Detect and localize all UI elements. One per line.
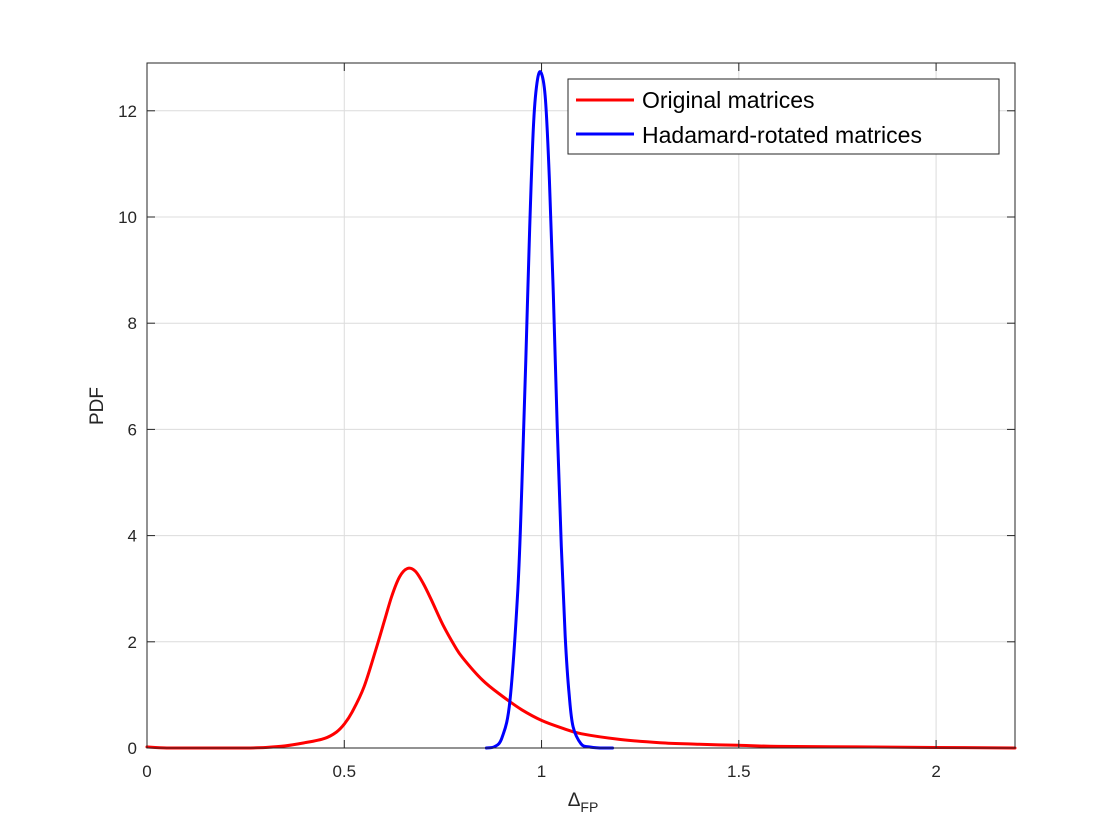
y-tick-label: 2 <box>128 633 137 652</box>
x-tick-label: 0.5 <box>332 762 356 781</box>
y-tick-label: 6 <box>128 420 137 439</box>
y-tick-label: 12 <box>118 102 137 121</box>
tick-labels: 0 0.5 1 1.5 2 0 2 4 6 8 10 12 <box>118 102 941 781</box>
x-tick-label: 1.5 <box>727 762 751 781</box>
plot-background <box>147 63 1015 748</box>
y-tick-label: 0 <box>128 739 137 758</box>
x-tick-label: 0 <box>142 762 151 781</box>
y-tick-label: 10 <box>118 208 137 227</box>
y-tick-label: 8 <box>128 314 137 333</box>
y-axis-label: PDF <box>87 387 108 425</box>
series-layer <box>145 70 1017 750</box>
x-tick-label: 2 <box>931 762 940 781</box>
plot-frame <box>146 62 1016 749</box>
ticks <box>146 63 1015 749</box>
legend-label-hadamard: Hadamard-rotated matrices <box>642 122 922 148</box>
x-axis-label-subscript: FP <box>580 799 598 815</box>
series-line-hadamard <box>484 70 615 750</box>
legend-label-original: Original matrices <box>642 87 815 113</box>
legend: Original matrices Hadamard-rotated matri… <box>567 78 1000 155</box>
series-line-original <box>145 566 1017 750</box>
y-tick-label: 4 <box>128 527 137 546</box>
x-tick-label: 1 <box>537 762 546 781</box>
x-axis-label-main: Δ <box>568 790 581 811</box>
legend-box <box>567 78 1000 155</box>
x-axis-label: ΔFP <box>568 790 599 815</box>
